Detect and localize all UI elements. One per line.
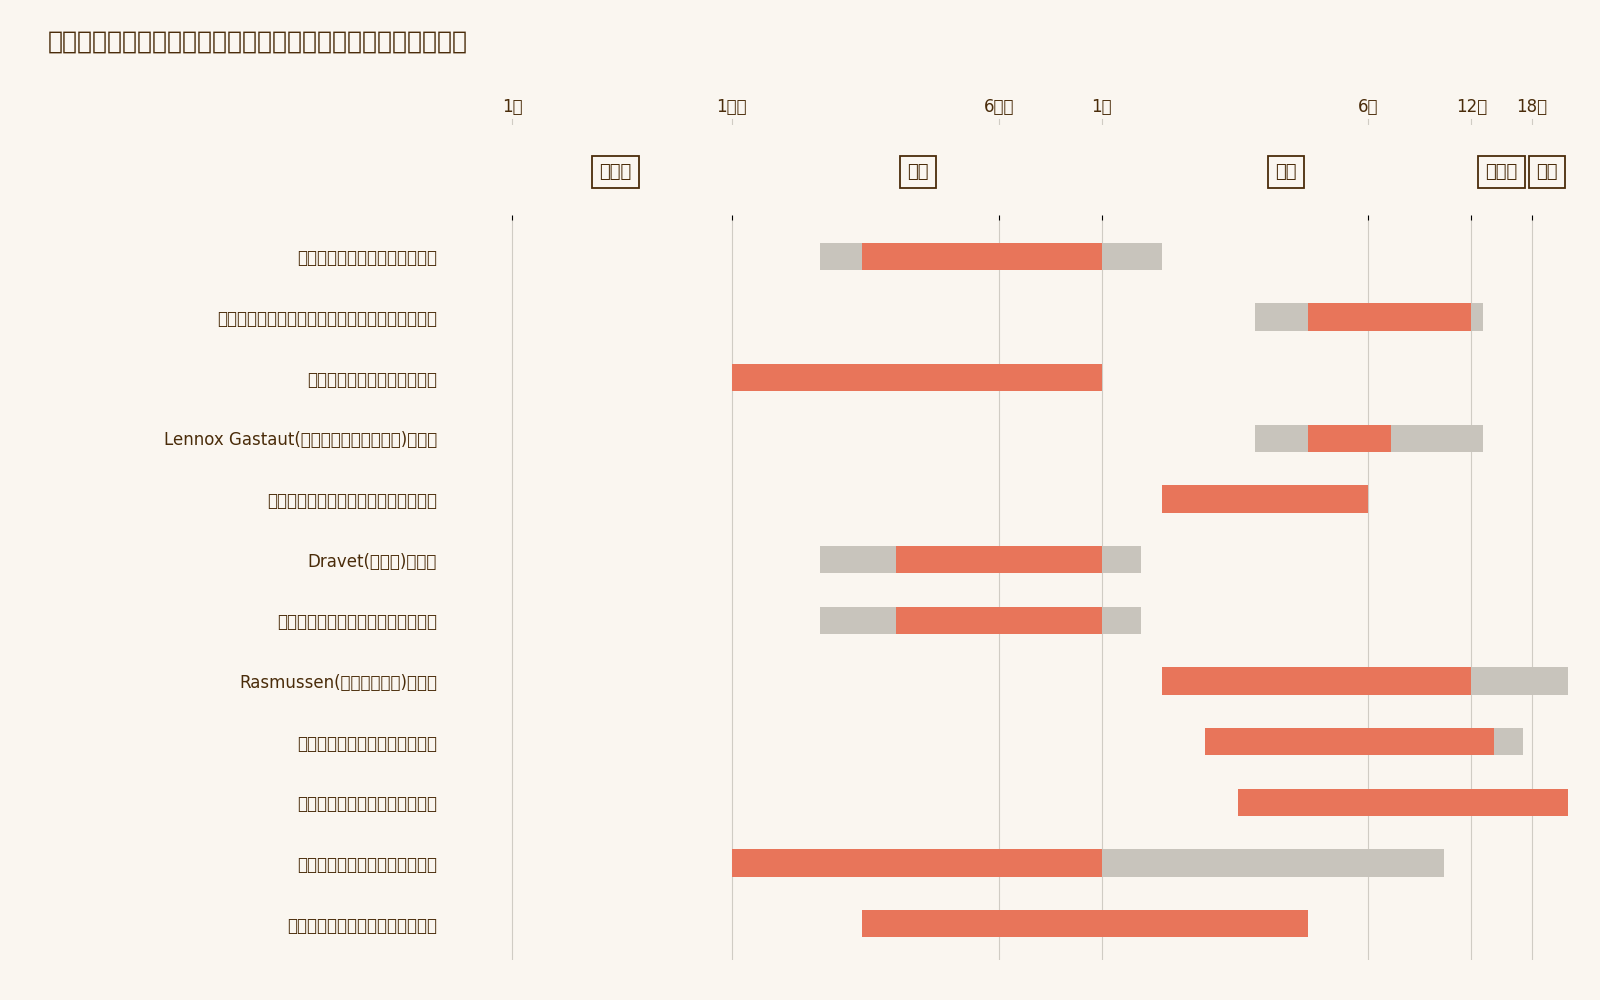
Text: 1歳: 1歳 xyxy=(1091,98,1112,116)
Text: 12歳: 12歳 xyxy=(1456,98,1486,116)
Bar xyxy=(896,546,1102,573)
Bar xyxy=(731,849,1102,877)
Bar xyxy=(1307,303,1472,331)
Bar xyxy=(1205,728,1494,755)
Text: 1か月: 1か月 xyxy=(717,98,747,116)
Bar xyxy=(1238,789,1568,816)
Bar xyxy=(819,243,1162,270)
Bar xyxy=(819,607,1141,634)
Text: 1週: 1週 xyxy=(502,98,523,116)
Bar xyxy=(896,607,1102,634)
Bar xyxy=(1162,485,1368,513)
Bar xyxy=(1494,728,1523,755)
Bar xyxy=(731,364,1102,391)
Text: 18歳: 18歳 xyxy=(1515,98,1547,116)
Bar xyxy=(1162,667,1568,695)
Bar xyxy=(819,546,1141,573)
Text: 成人: 成人 xyxy=(1536,163,1558,181)
Bar xyxy=(1254,425,1483,452)
Text: 幼児: 幼児 xyxy=(907,163,928,181)
Text: 6か月: 6か月 xyxy=(984,98,1014,116)
Bar xyxy=(1162,667,1472,695)
Text: 小児: 小児 xyxy=(1275,163,1298,181)
Text: 発達性てんかん性脳症または進行性神経学的退行を伴う症候群: 発達性てんかん性脳症または進行性神経学的退行を伴う症候群 xyxy=(48,30,467,54)
Text: 新生児: 新生児 xyxy=(600,163,632,181)
Bar xyxy=(1254,303,1483,331)
Text: 6歳: 6歳 xyxy=(1358,98,1379,116)
Bar xyxy=(1307,425,1390,452)
Bar xyxy=(862,243,1102,270)
Bar xyxy=(862,910,1307,937)
Text: 青年期: 青年期 xyxy=(1485,163,1517,181)
Bar xyxy=(1102,849,1445,877)
